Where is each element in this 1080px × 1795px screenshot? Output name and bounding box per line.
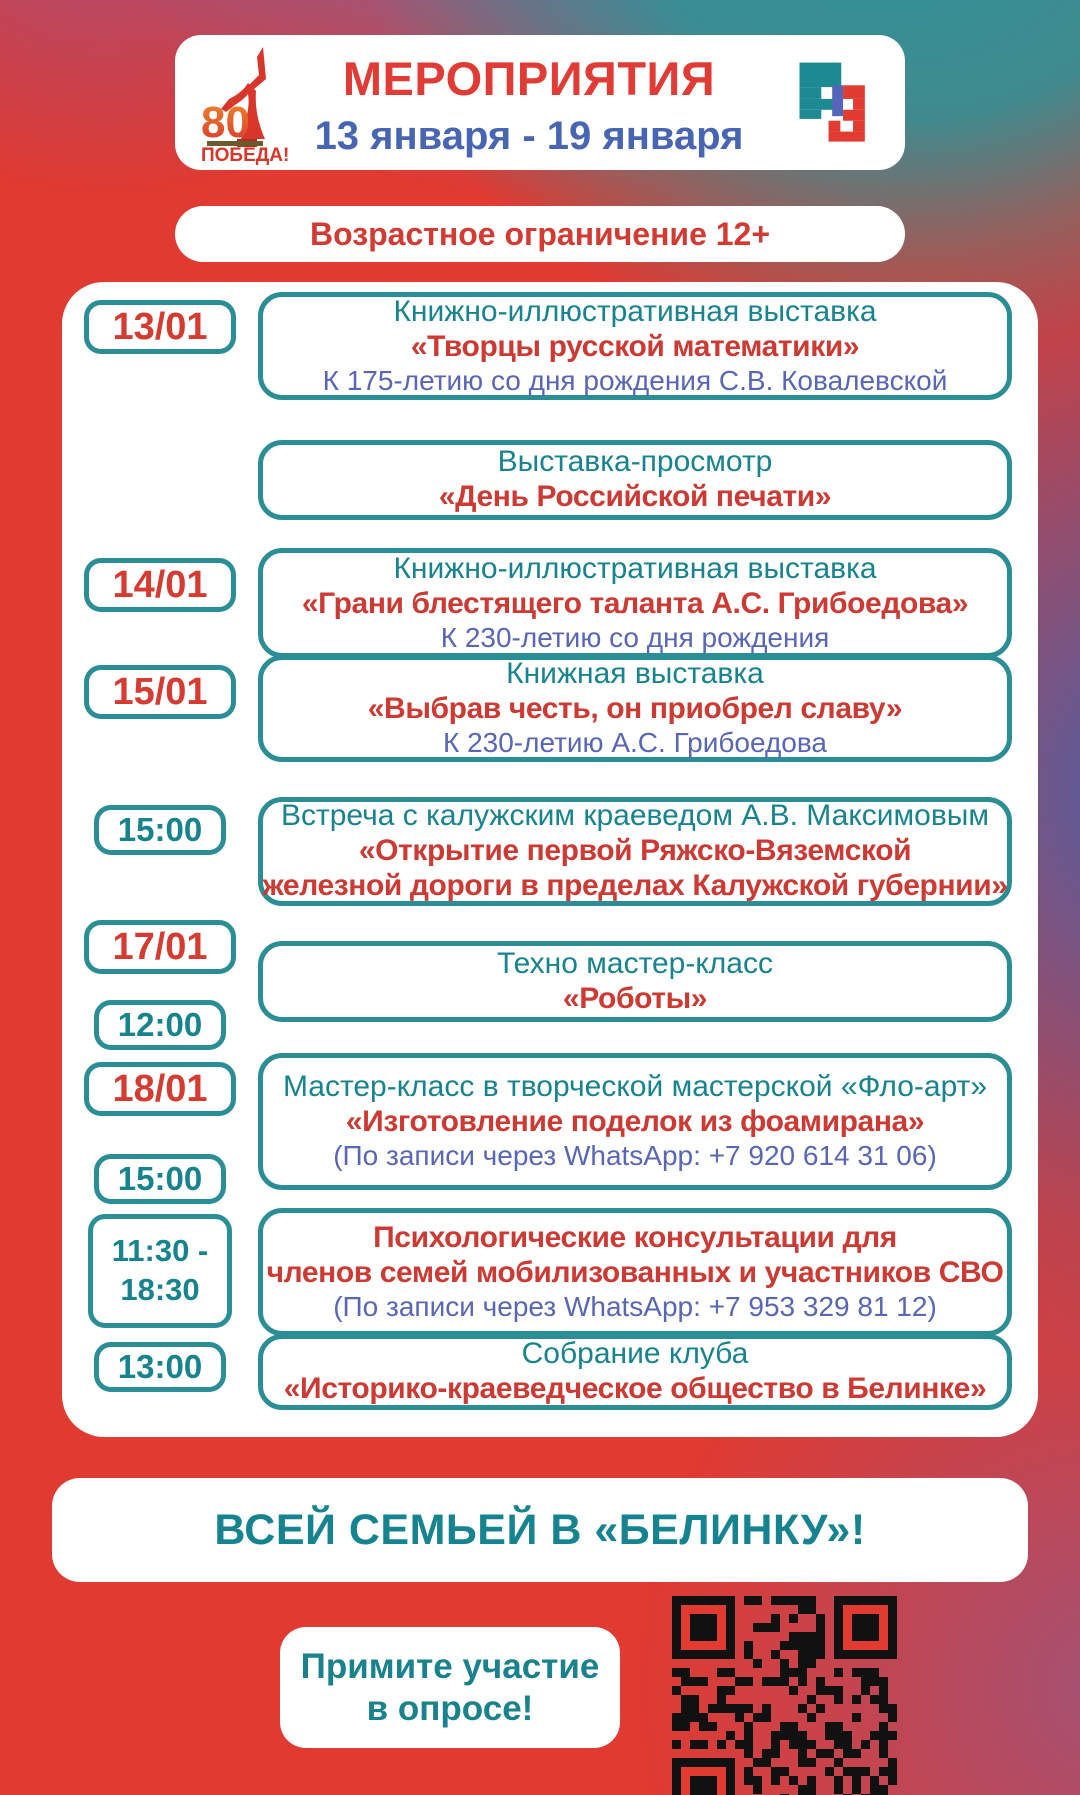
event-line: членов семей мобилизованных и участников… — [266, 1255, 1004, 1289]
event-line: Книжно-иллюстративная выставка — [393, 294, 877, 328]
event-line: «Историко-краеведческое общество в Белин… — [283, 1372, 987, 1405]
event-line: «Творцы русской математики» — [410, 329, 860, 363]
survey-text-line1: Примите участие — [300, 1646, 600, 1686]
event-line: Мастер-класс в творческой мастерской «Фл… — [282, 1070, 988, 1104]
survey-text-line2: в опросе! — [366, 1688, 534, 1728]
motherland-statue-icon: 80 ПОБЕДА! — [201, 46, 289, 166]
header-card: 80 ПОБЕДА! МЕРОПРИЯТИЯ 13 января - 19 ян… — [175, 35, 905, 170]
event-box: Книжная выставка «Выбрав честь, он приобр… — [258, 655, 1012, 762]
event-line: «Грани блестящего таланта А.С. Грибоедов… — [301, 586, 969, 620]
event-line: Психологические консультации для — [373, 1220, 897, 1254]
time-badge: 15:00 — [94, 1154, 226, 1204]
events-card: 13/01 Книжно-иллюстративная выставка «Твор… — [62, 282, 1038, 1437]
date-badge: 14/01 — [84, 558, 236, 612]
time-badge: 15:00 — [94, 805, 226, 855]
event-box: Книжно-иллюстративная выставка «Грани бле… — [258, 548, 1012, 658]
event-line: К 230-летию со дня рождения — [440, 621, 830, 653]
event-box: Психологические консультации для членов с… — [258, 1208, 1012, 1336]
event-line: «Выбрав честь, он приобрел славу» — [367, 692, 903, 726]
event-line: «День Российской печати» — [438, 480, 832, 513]
page-title: МЕРОПРИЯТИЯ — [342, 52, 716, 105]
event-line: Встреча с калужским краеведом А.В. Макси… — [281, 799, 989, 833]
time-badge: 12:00 — [94, 1000, 226, 1050]
event-box: Собрание клуба «Историко-краеведческое об… — [258, 1334, 1012, 1410]
date-badge: 13/01 — [84, 300, 236, 354]
event-line: Выставка-просмотр — [497, 445, 773, 479]
event-box: Мастер-класс в творческой мастерской «Фл… — [258, 1053, 1012, 1190]
time-badge: 11:30 - 18:30 — [88, 1214, 232, 1328]
event-line: Собрание клуба — [521, 1337, 749, 1371]
date-badge: 17/01 — [84, 920, 236, 974]
victory-80-logo: 80 ПОБЕДА! — [193, 45, 293, 166]
event-line: железной дороги в пределах Калужской губ… — [262, 868, 1008, 902]
event-box: Книжно-иллюстративная выставка «Творцы ру… — [258, 292, 1012, 400]
event-box: Выставка-просмотр «День Российской печати… — [258, 440, 1012, 520]
event-line: «Роботы» — [562, 981, 708, 1015]
date-badge: 18/01 — [84, 1062, 236, 1116]
event-line: (По записи через WhatsApp: +7 920 614 31… — [333, 1140, 937, 1172]
svg-text:ПОБЕДА!: ПОБЕДА! — [201, 145, 289, 165]
event-line: Техно мастер-класс — [497, 946, 773, 980]
event-line: «Открытие первой Ряжско-Вяземской — [358, 834, 912, 868]
age-restriction-bar: Возрастное ограничение 12+ — [175, 206, 905, 262]
survey-card: Примите участие в опросе! — [280, 1627, 620, 1748]
event-line: К 230-летию А.С. Грибоедова — [442, 727, 827, 759]
header-titles: МЕРОПРИЯТИЯ 13 января - 19 января — [293, 49, 765, 156]
event-box: Техно мастер-класс «Роботы» — [258, 941, 1012, 1022]
date-range: 13 января - 19 января — [314, 114, 744, 158]
event-line: «Изготовление поделок из фоамирана» — [345, 1105, 925, 1139]
event-line: Книжно-иллюстративная выставка — [393, 551, 877, 585]
event-line: Книжная выставка — [506, 657, 764, 691]
qr-code — [672, 1596, 898, 1795]
svg-text:80: 80 — [201, 98, 250, 147]
date-badge: 15/01 — [84, 665, 236, 719]
event-box: Встреча с калужским краеведом А.В. Макси… — [258, 797, 1012, 906]
family-banner-text: ВСЕЙ СЕМЬЕЙ В «БЕЛИНКУ»! — [214, 1505, 866, 1554]
family-banner: ВСЕЙ СЕМЬЕЙ В «БЕЛИНКУ»! — [52, 1478, 1028, 1582]
time-badge: 13:00 — [94, 1342, 226, 1392]
event-line: (По записи через WhatsApp: +7 953 329 81… — [333, 1290, 937, 1322]
event-line: К 175-летию со дня рождения С.В. Ковалев… — [322, 364, 948, 396]
belinka-library-logo-icon — [799, 62, 865, 142]
age-restriction-text: Возрастное ограничение 12+ — [309, 215, 771, 252]
